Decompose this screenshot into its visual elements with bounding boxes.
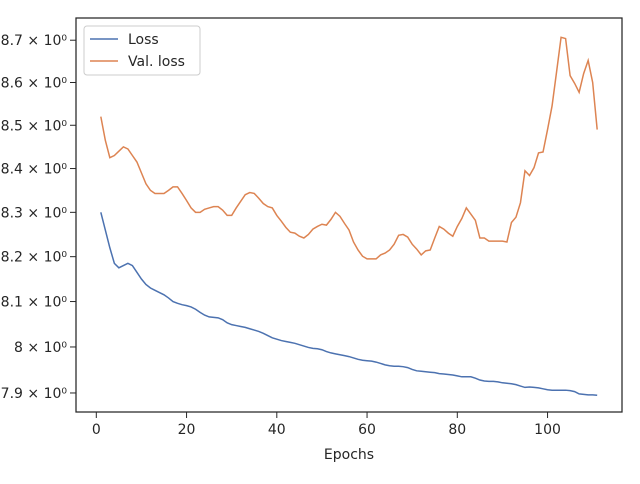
y-tick-label: 7.9 × 10⁰ bbox=[1, 386, 68, 402]
x-tick-label: 40 bbox=[268, 422, 286, 438]
x-axis-label: Epochs bbox=[324, 447, 374, 463]
line-series bbox=[100, 36, 598, 260]
x-tick-label: 0 bbox=[92, 422, 101, 438]
line-series bbox=[100, 212, 598, 397]
y-tick-label: 8.6 × 10⁰ bbox=[1, 75, 68, 91]
x-tick-label: 100 bbox=[534, 422, 561, 438]
y-tick-label: 8 × 10⁰ bbox=[14, 340, 67, 356]
legend-label: Loss bbox=[128, 32, 159, 48]
y-tick-label: 8.3 × 10⁰ bbox=[1, 205, 68, 221]
x-tick-label: 60 bbox=[358, 422, 376, 438]
x-tick-label: 20 bbox=[178, 422, 196, 438]
y-tick-label: 8.1 × 10⁰ bbox=[1, 295, 68, 311]
y-tick-label: 8.7 × 10⁰ bbox=[1, 33, 68, 49]
x-tick-label: 80 bbox=[448, 422, 466, 438]
y-tick-label: 8.2 × 10⁰ bbox=[1, 250, 68, 266]
legend-label: Val. loss bbox=[128, 54, 185, 70]
y-tick-label: 8.4 × 10⁰ bbox=[1, 162, 68, 178]
y-tick-label: 8.5 × 10⁰ bbox=[1, 118, 68, 134]
plot-frame bbox=[75, 17, 623, 413]
